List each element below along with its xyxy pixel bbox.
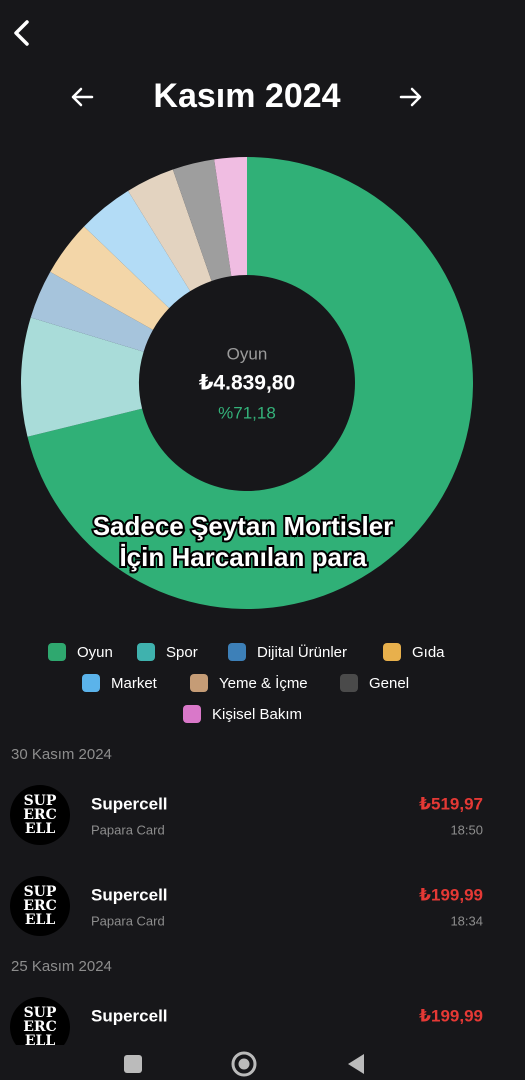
donut-slice[interactable]	[128, 169, 212, 292]
legend-swatch[interactable]	[137, 643, 155, 661]
date-header: 25 Kasım 2024	[11, 958, 112, 975]
legend-swatch[interactable]	[190, 674, 208, 692]
logo-text: ELL	[25, 912, 56, 928]
date-header: 30 Kasım 2024	[11, 746, 112, 763]
merchant-logo	[10, 785, 70, 845]
legend-label[interactable]: Kişisel Bakım	[212, 706, 302, 723]
nav-back[interactable]	[348, 1054, 364, 1074]
amount: ₺519,97	[419, 794, 483, 813]
logo-text: SUP	[24, 793, 57, 809]
legend-swatch[interactable]	[383, 643, 401, 661]
legend: Oyun Spor Dijital Ürünler Gıda Market Yeme & …	[48, 643, 445, 723]
donut-slice[interactable]	[30, 271, 153, 352]
logo-text: ERC	[23, 1019, 56, 1035]
amount: ₺199,99	[419, 1006, 483, 1025]
logo-text: ERC	[23, 807, 56, 823]
caption-overlay: İçin Harcanılan para	[119, 542, 367, 572]
center-label: Oyun	[227, 344, 268, 363]
legend-swatch[interactable]	[340, 674, 358, 692]
logo-text: SUP	[24, 884, 57, 900]
amount: ₺199,99	[419, 885, 483, 904]
nav-home-dot	[238, 1058, 250, 1070]
time: 18:34	[450, 913, 483, 928]
legend-label[interactable]: Dijital Ürünler	[257, 643, 347, 661]
donut-slice[interactable]	[84, 190, 191, 309]
legend-swatch[interactable]	[228, 643, 246, 661]
merchant-name[interactable]: Supercell	[91, 794, 168, 813]
prev-month[interactable]	[71, 87, 94, 107]
legend-label[interactable]: Market	[111, 675, 158, 692]
legend-label[interactable]: Genel	[369, 675, 409, 692]
donut-slice[interactable]	[172, 159, 232, 281]
month-title: Kasım 2024	[153, 77, 340, 115]
legend-label[interactable]: Spor	[166, 644, 198, 661]
next-month[interactable]	[399, 87, 422, 107]
time: 18:50	[450, 822, 483, 837]
nav-home[interactable]	[231, 1051, 257, 1077]
donut-slice[interactable]	[20, 317, 144, 437]
nav-bar	[0, 1045, 525, 1080]
legend-swatch[interactable]	[48, 643, 66, 661]
legend-swatch[interactable]	[183, 705, 201, 723]
legend-label[interactable]: Yeme & İçme	[219, 674, 308, 692]
donut-slice[interactable]	[50, 226, 170, 330]
merchant-logo	[10, 876, 70, 936]
nav-recents[interactable]	[124, 1055, 142, 1073]
merchant-name[interactable]: Supercell	[91, 885, 168, 904]
logo-text: SUP	[24, 1005, 57, 1021]
logo-text: ELL	[25, 821, 56, 837]
card-name: Papara Card	[91, 822, 165, 837]
donut-chart: Oyun ₺4.839,80 %71,18 Sadece Şeytan Mortisl…	[20, 157, 474, 610]
legend-label[interactable]: Gıda	[412, 644, 445, 661]
caption-overlay: Sadece Şeytan Mortisler	[93, 511, 394, 541]
donut-slice[interactable]	[214, 157, 247, 277]
donut-slice[interactable]	[27, 157, 474, 610]
merchant-logo	[10, 997, 70, 1057]
center-percent: %71,18	[218, 403, 276, 422]
legend-label[interactable]: Oyun	[77, 644, 113, 661]
logo-text: ERC	[23, 898, 56, 914]
center-amount: ₺4.839,80	[199, 372, 295, 395]
back-button[interactable]	[14, 20, 29, 46]
legend-swatch[interactable]	[82, 674, 100, 692]
merchant-name[interactable]: Supercell	[91, 1006, 168, 1025]
card-name: Papara Card	[91, 913, 165, 928]
